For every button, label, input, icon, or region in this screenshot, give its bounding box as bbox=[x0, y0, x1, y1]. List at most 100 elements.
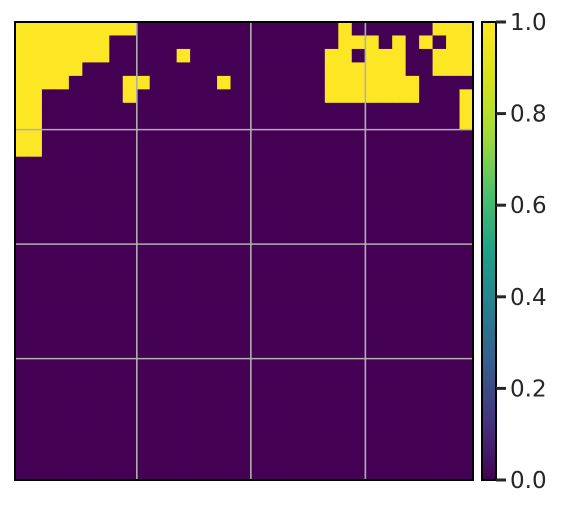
heatmap-cell-r23-c11 bbox=[163, 331, 178, 346]
heatmap-cell-r17-c19 bbox=[270, 251, 286, 266]
heatmap-cell-r20-c8 bbox=[122, 291, 137, 306]
heatmap-cell-r0-c5 bbox=[82, 22, 97, 37]
heatmap-cell-r15-c23 bbox=[324, 224, 339, 239]
heatmap-cell-r13-c4 bbox=[68, 197, 83, 212]
heatmap-cell-r12-c7 bbox=[109, 183, 124, 198]
heatmap-cell-r28-c18 bbox=[257, 399, 272, 414]
heatmap-cell-r9-c18 bbox=[257, 143, 272, 158]
heatmap-cell-r2-c33 bbox=[459, 48, 474, 64]
heatmap-cell-r29-c15 bbox=[217, 412, 232, 427]
heatmap-cell-r25-c15 bbox=[217, 358, 232, 373]
heatmap-cell-r24-c32 bbox=[446, 345, 461, 360]
heatmap-cell-r32-c7 bbox=[109, 453, 124, 468]
heatmap-cell-r22-c18 bbox=[257, 318, 272, 333]
heatmap-cell-r5-c15 bbox=[217, 89, 232, 104]
heatmap-cell-r7-c28 bbox=[392, 116, 407, 131]
heatmap-cell-r33-c27 bbox=[378, 466, 393, 481]
heatmap-cell-r24-c0 bbox=[15, 345, 30, 360]
heatmap-cell-r9-c12 bbox=[176, 143, 191, 158]
heatmap-cell-r29-c33 bbox=[459, 412, 474, 427]
heatmap-cell-r29-c13 bbox=[190, 412, 205, 427]
heatmap-cell-r11-c32 bbox=[446, 170, 461, 185]
heatmap-cell-r4-c15 bbox=[217, 75, 232, 90]
heatmap-cell-r31-c33 bbox=[459, 439, 474, 454]
heatmap-cell-r5-c29 bbox=[405, 89, 420, 104]
heatmap-cell-r1-c28 bbox=[392, 35, 407, 50]
heatmap-cell-r18-c21 bbox=[297, 264, 312, 279]
heatmap-cell-r2-c32 bbox=[446, 48, 461, 64]
heatmap-cell-r1-c7 bbox=[109, 35, 124, 50]
heatmap-cell-r14-c15 bbox=[217, 210, 232, 225]
heatmap-cell-r15-c14 bbox=[203, 224, 218, 239]
heatmap-cell-r17-c3 bbox=[55, 251, 70, 266]
heatmap-cell-r17-c0 bbox=[15, 251, 30, 266]
heatmap-cell-r33-c23 bbox=[324, 466, 339, 481]
heatmap-cell-r9-c20 bbox=[284, 143, 299, 158]
heatmap-cell-r14-c6 bbox=[95, 210, 110, 225]
heatmap-cell-r30-c1 bbox=[28, 426, 43, 441]
heatmap-cell-r8-c21 bbox=[297, 129, 312, 144]
heatmap-cell-r14-c25 bbox=[351, 210, 366, 225]
heatmap-cell-r33-c1 bbox=[28, 466, 43, 481]
heatmap-cell-r17-c12 bbox=[176, 251, 191, 266]
heatmap-cell-r26-c28 bbox=[392, 372, 407, 387]
heatmap-cell-r28-c1 bbox=[28, 399, 43, 414]
heatmap-cell-r27-c9 bbox=[136, 385, 151, 400]
heatmap-cell-r31-c15 bbox=[217, 439, 232, 454]
heatmap-cell-r27-c8 bbox=[122, 385, 137, 400]
heatmap-cell-r0-c31 bbox=[432, 22, 447, 37]
heatmap-cell-r25-c1 bbox=[28, 358, 43, 373]
heatmap-cell-r30-c21 bbox=[297, 426, 312, 441]
heatmap-cell-r26-c21 bbox=[297, 372, 312, 387]
heatmap-cell-r12-c20 bbox=[284, 183, 299, 198]
heatmap-cell-r19-c22 bbox=[311, 277, 326, 293]
heatmap-cell-r30-c32 bbox=[446, 426, 461, 441]
heatmap-cell-r27-c23 bbox=[324, 385, 339, 400]
heatmap-cell-r2-c2 bbox=[41, 48, 57, 64]
heatmap-cell-r22-c12 bbox=[176, 318, 191, 333]
heatmap-cell-r4-c29 bbox=[405, 75, 420, 90]
heatmap-cell-r11-c31 bbox=[432, 170, 447, 185]
heatmap-cell-r19-c27 bbox=[378, 277, 393, 293]
heatmap-cell-r6-c27 bbox=[378, 102, 393, 117]
heatmap-cell-r18-c20 bbox=[284, 264, 299, 279]
heatmap-cell-r30-c11 bbox=[163, 426, 178, 441]
heatmap-cell-r13-c12 bbox=[176, 197, 191, 212]
heatmap-cell-r14-c0 bbox=[15, 210, 30, 225]
heatmap-cell-r31-c6 bbox=[95, 439, 110, 454]
heatmap-cell-r8-c15 bbox=[217, 129, 232, 144]
heatmap-cell-r21-c25 bbox=[351, 304, 366, 319]
heatmap-cell-r32-c22 bbox=[311, 453, 326, 468]
heatmap-cell-r22-c20 bbox=[284, 318, 299, 333]
heatmap-cell-r12-c24 bbox=[338, 183, 353, 198]
heatmap-cell-r18-c25 bbox=[351, 264, 366, 279]
heatmap-cell-r23-c21 bbox=[297, 331, 312, 346]
heatmap-cell-r12-c15 bbox=[217, 183, 232, 198]
heatmap-cell-r17-c9 bbox=[136, 251, 151, 266]
heatmap-cell-r5-c19 bbox=[270, 89, 286, 104]
heatmap-cell-r7-c12 bbox=[176, 116, 191, 131]
heatmap-cell-r22-c16 bbox=[230, 318, 245, 333]
heatmap-cell-r28-c27 bbox=[378, 399, 393, 414]
heatmap-cell-r25-c33 bbox=[459, 358, 474, 373]
heatmap-cell-r13-c0 bbox=[15, 197, 30, 212]
heatmap-cell-r14-c20 bbox=[284, 210, 299, 225]
heatmap-cell-r6-c33 bbox=[459, 102, 474, 117]
colorbar-tick-label-5: 1.0 bbox=[510, 10, 547, 36]
heatmap-cell-r8-c9 bbox=[136, 129, 151, 144]
heatmap-cell-r3-c29 bbox=[405, 62, 420, 77]
heatmap-cell-r12-c13 bbox=[190, 183, 205, 198]
heatmap-cell-r26-c20 bbox=[284, 372, 299, 387]
heatmap-cell-r26-c22 bbox=[311, 372, 326, 387]
heatmap-cell-r25-c0 bbox=[15, 358, 30, 373]
heatmap-cell-r4-c22 bbox=[311, 75, 326, 90]
heatmap-cell-r19-c23 bbox=[324, 277, 339, 293]
heatmap-cell-r9-c27 bbox=[378, 143, 393, 158]
heatmap-cell-r4-c8 bbox=[122, 75, 137, 90]
heatmap-cell-r33-c12 bbox=[176, 466, 191, 481]
heatmap-cell-r9-c11 bbox=[163, 143, 178, 158]
heatmap-cell-r7-c13 bbox=[190, 116, 205, 131]
heatmap-cell-r13-c31 bbox=[432, 197, 447, 212]
heatmap-cell-r9-c16 bbox=[230, 143, 245, 158]
heatmap-cell-r21-c23 bbox=[324, 304, 339, 319]
